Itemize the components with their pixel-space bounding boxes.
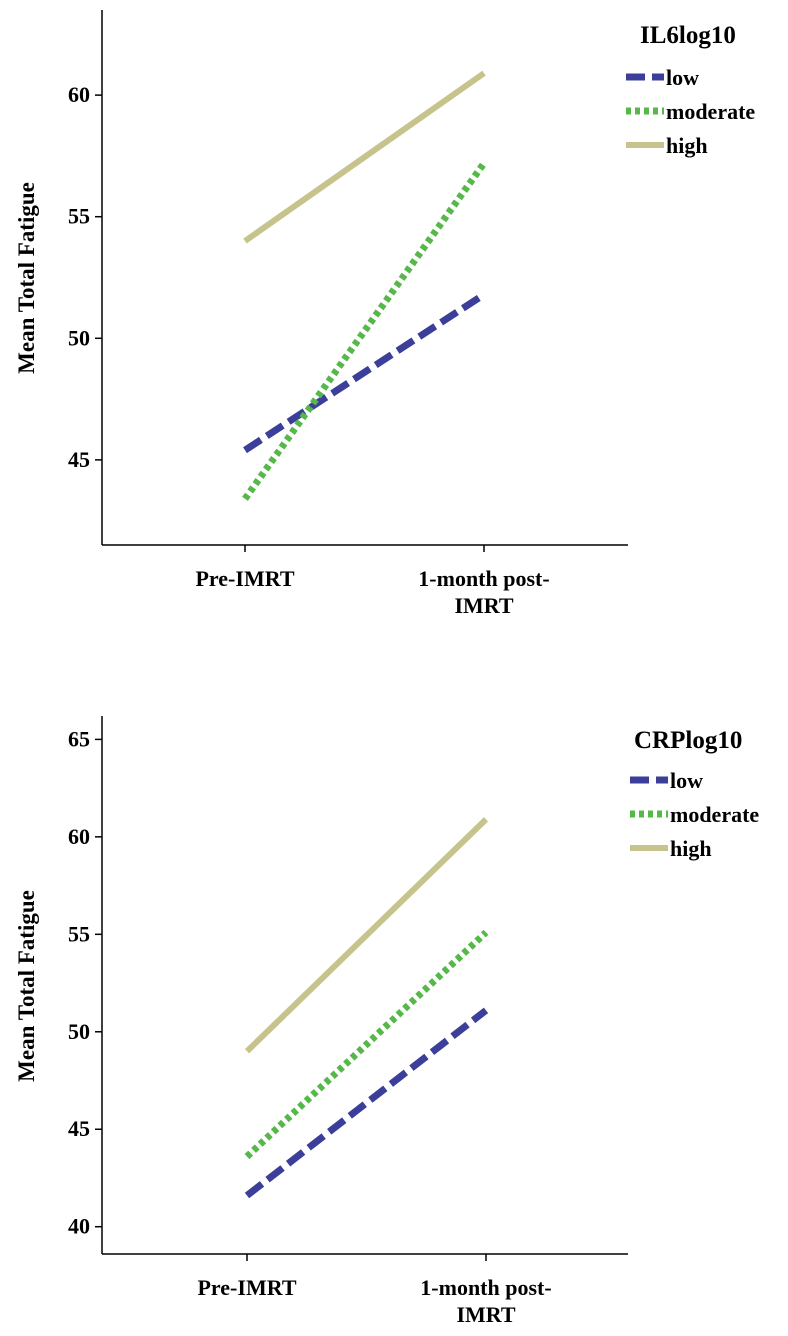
- series-line-high: [244, 817, 489, 1054]
- series-line-moderate: [242, 161, 487, 501]
- y-tick-label-60: 60: [68, 824, 90, 849]
- legend-title: CRPlog10: [634, 727, 742, 754]
- series-line-moderate: [244, 929, 489, 1160]
- y-tick-label-65: 65: [68, 726, 90, 751]
- legend: IL6log10 low moderate high: [626, 22, 755, 158]
- legend-label-high: high: [670, 836, 712, 861]
- y-axis-title: Mean Total Fatigue: [14, 890, 39, 1082]
- chart-2: 40 45 50 55 60 65 Pre-IMRT 1-month post-IMRT Mea…: [14, 716, 759, 1327]
- legend-label-moderate: moderate: [666, 99, 755, 124]
- x-tick-label-pre-imrt: Pre-IMRT: [195, 566, 294, 591]
- legend-title: IL6log10: [640, 22, 736, 49]
- x-tick-label-1-month-post-imrt: 1-month post-IMRT: [418, 566, 549, 618]
- y-tick-label-60: 60: [68, 82, 90, 107]
- y-tick-label-45: 45: [68, 1116, 90, 1141]
- y-tick-label-45: 45: [68, 447, 90, 472]
- legend-label-moderate: moderate: [670, 802, 759, 827]
- y-axis-title: Mean Total Fatigue: [14, 182, 39, 374]
- y-tick-label-55: 55: [68, 204, 90, 229]
- legend-label-low: low: [670, 768, 703, 793]
- legend: CRPlog10 low moderate high: [630, 727, 759, 861]
- x-tick-label-1-month-post-imrt: 1-month post-IMRT: [420, 1275, 551, 1327]
- y-tick-label-55: 55: [68, 921, 90, 946]
- series-line-high: [243, 70, 486, 244]
- x-tick-label-pre-imrt: Pre-IMRT: [197, 1275, 296, 1300]
- series-line-low: [243, 291, 486, 454]
- chart-1: 45 50 55 60 Pre-IMRT 1-month post-IMRT Mean To…: [14, 10, 755, 618]
- legend-label-high: high: [666, 133, 708, 158]
- series-line-low: [244, 1007, 489, 1199]
- y-tick-label-50: 50: [68, 1019, 90, 1044]
- y-tick-label-40: 40: [68, 1214, 90, 1239]
- legend-label-low: low: [666, 65, 699, 90]
- y-tick-label-50: 50: [68, 325, 90, 350]
